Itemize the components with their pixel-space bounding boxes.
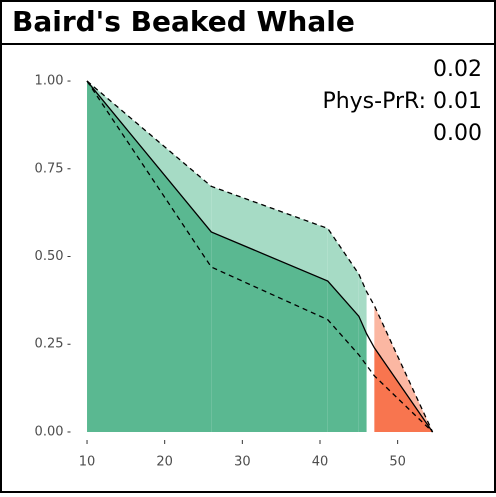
y-tick-label: 0.00 xyxy=(35,424,64,439)
x-tick-label: 10 xyxy=(79,455,96,470)
x-tick-label: 30 xyxy=(234,455,251,470)
dashed-line xyxy=(86,80,434,433)
annotation: 0.00 xyxy=(433,121,482,146)
x-tick-label: 40 xyxy=(312,455,329,470)
area-upper xyxy=(327,228,359,317)
y-tick-label: 0.50 xyxy=(35,249,64,264)
area-upper xyxy=(211,186,328,282)
x-tick-label: 20 xyxy=(156,455,173,470)
y-tick-label: 0.25 xyxy=(35,337,64,352)
y-tick-label: 1.00 xyxy=(35,74,64,89)
dashed-line xyxy=(86,80,434,433)
area-lower xyxy=(211,231,328,432)
area-upper xyxy=(374,305,433,432)
x-tick-label: 50 xyxy=(389,455,406,470)
annotation: Phys-PrR: 0.01 xyxy=(322,89,482,114)
line xyxy=(86,80,434,433)
area-upper xyxy=(358,274,367,334)
area-lower xyxy=(87,81,212,432)
plot: 0.00 0.25 0.50 0.75 1.00 10 20 30 40 50 xyxy=(35,74,434,470)
y-tick-label: 0.75 xyxy=(35,161,64,176)
area-lower xyxy=(327,281,359,432)
chart-title: Baird's Beaked Whale xyxy=(12,5,355,38)
annotation: 0.02 xyxy=(433,57,482,82)
area-lower xyxy=(358,316,367,432)
